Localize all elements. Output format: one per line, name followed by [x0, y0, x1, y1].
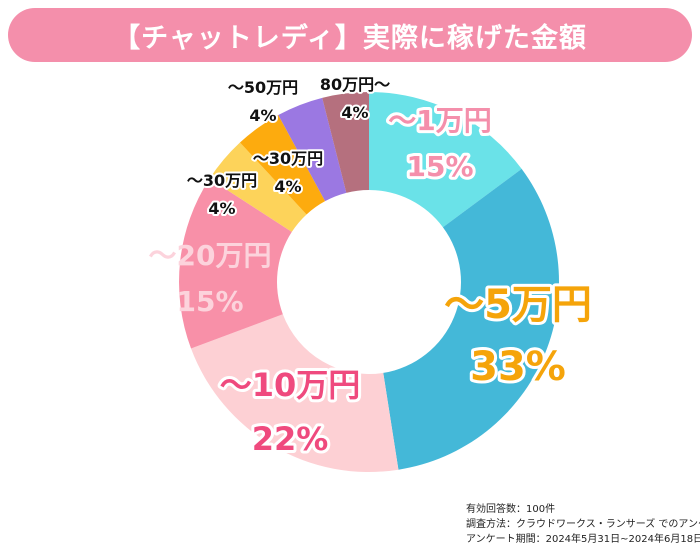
slice-label-1: ～5万円 [444, 282, 592, 328]
slice-4 [209, 142, 307, 232]
slice-percent-7: 4% [341, 103, 368, 122]
slices-group [179, 92, 560, 472]
survey-notes: 有効回答数：100件 調査方法：クラウドワークス・ランサーズ でのアンケート ア… [466, 502, 700, 547]
slice-label-6: ～50万円 [228, 78, 298, 97]
slice-3 [179, 178, 292, 349]
slice-percent-3: 15% [176, 285, 243, 318]
slice-2 [191, 314, 399, 472]
slice-percent-4: 4% [208, 199, 235, 218]
chart-title: 【チャットレディ】実際に稼げた金額 [113, 22, 587, 54]
slice-percent-5: 4% [274, 177, 301, 196]
slice-1 [383, 168, 560, 470]
note-responses: 有効回答数：100件 [466, 504, 556, 515]
slice-label-3: ～20万円 [149, 239, 272, 272]
title-bar: 【チャットレディ】実際に稼げた金額 [8, 8, 692, 62]
slice-label-7: 80万円～ [320, 75, 390, 94]
slice-label-5: ～30万円 [253, 149, 323, 168]
slice-6 [278, 97, 347, 202]
slice-7 [322, 92, 369, 193]
slice-label-4: ～30万円 [187, 171, 257, 190]
slice-0 [369, 92, 522, 228]
slice-label-0: ～1万円 [388, 104, 491, 137]
slice-label-2: ～10万円 [220, 366, 361, 404]
slice-percent-1: 33% [470, 344, 566, 390]
note-period: アンケート期間：2024年5月31日~2024年6月18日 [466, 534, 700, 545]
slice-percent-0: 15% [406, 150, 473, 183]
slice-5 [239, 115, 326, 215]
note-method: 調査方法：クラウドワークス・ランサーズ でのアンケート [466, 519, 700, 530]
slice-percent-2: 22% [252, 420, 329, 458]
slice-percent-6: 4% [249, 106, 276, 125]
labels-group: ～1万円 15% ～5万円 33% ～10万円 22% ～20万円 15% ～30万円 4% ～30… [149, 73, 595, 461]
